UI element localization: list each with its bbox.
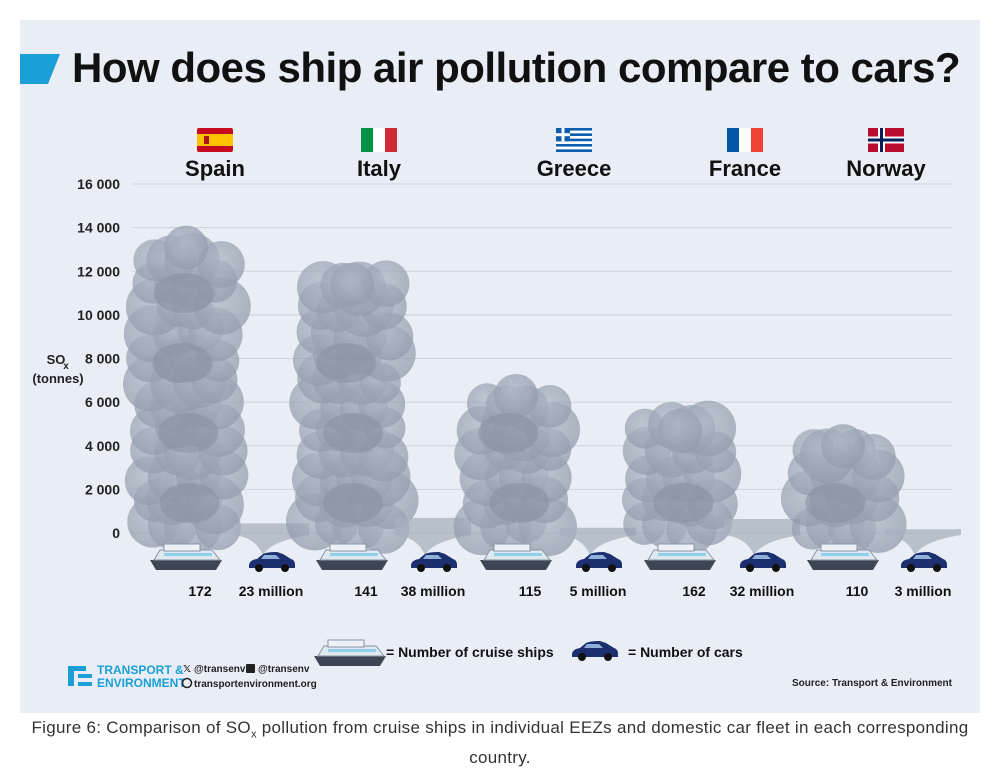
y-tick-label: 16 000	[77, 176, 120, 192]
te-logo-icon	[68, 666, 92, 686]
car-smoke-bar	[724, 519, 800, 555]
car-smoke-bar	[560, 527, 636, 555]
cruise-ship-icon	[807, 543, 879, 570]
car-icon	[740, 552, 786, 572]
y-tick-label: 10 000	[77, 307, 120, 323]
cruise-ship-icon	[316, 543, 388, 570]
car-count-label: 32 million	[730, 583, 795, 599]
france-flag	[727, 128, 763, 152]
y-tick-label: 2 000	[85, 481, 120, 497]
car-count-label: 38 million	[401, 583, 466, 599]
twitter-handle: @transenv	[194, 664, 246, 675]
car-smoke-bar	[395, 517, 471, 555]
ship-count-label: 115	[519, 583, 542, 599]
country-name: Italy	[357, 156, 402, 181]
legend-ship-icon	[314, 639, 386, 666]
legend-cars-label: = Number of cars	[628, 644, 743, 660]
car-icon	[411, 552, 457, 572]
car-icon	[576, 552, 622, 572]
legend-car-icon	[572, 641, 618, 661]
cruise-ship-icon	[480, 543, 552, 570]
country-name: Norway	[846, 156, 926, 181]
car-count-label: 23 million	[239, 583, 304, 599]
car-count-label: 3 million	[895, 583, 952, 599]
ship-count-label: 162	[682, 583, 706, 599]
y-tick-label: 0	[112, 525, 120, 541]
ship-smoke-bar	[123, 225, 251, 555]
facebook-icon	[246, 664, 255, 673]
norway-flag	[868, 128, 904, 152]
facebook-handle: @transenv	[258, 664, 310, 675]
y-tick-label: 6 000	[85, 394, 120, 410]
car-count-label: 5 million	[570, 583, 627, 599]
country-name: Greece	[537, 156, 612, 181]
ship-count-label: 110	[846, 583, 869, 599]
ship-smoke-bar	[621, 400, 742, 554]
globe-icon	[181, 677, 193, 689]
ship-smoke-bar	[780, 424, 907, 553]
chart-title: How does ship air pollution compare to c…	[72, 44, 961, 91]
y-axis-label: SO	[47, 352, 66, 367]
y-tick-label: 4 000	[85, 438, 120, 454]
caption-text-end: pollution from cruise ships in individua…	[256, 718, 969, 768]
ship-smoke-bar	[285, 260, 419, 554]
car-icon	[249, 552, 295, 572]
y-tick-label: 14 000	[77, 220, 120, 236]
italy-flag	[361, 128, 397, 152]
cruise-ship-icon	[644, 543, 716, 570]
caption-text-start: Figure 6: Comparison of SO	[31, 718, 251, 737]
logo-text-line2: ENVIRONMENT	[97, 676, 186, 690]
greece-flag	[556, 128, 592, 152]
y-axis-unit: (tonnes)	[32, 371, 83, 386]
y-tick-label: 12 000	[77, 263, 120, 279]
y-axis-label-subscript: x	[63, 361, 69, 372]
title-accent-icon	[20, 54, 60, 84]
country-name: France	[709, 156, 781, 181]
legend-ships-label: = Number of cruise ships	[386, 644, 554, 660]
y-tick-label: 8 000	[85, 351, 120, 367]
website-url: transportenvironment.org	[194, 679, 317, 690]
car-smoke-bar	[885, 529, 961, 555]
ship-count-label: 141	[354, 583, 378, 599]
country-name: Spain	[185, 156, 245, 181]
spain-flag	[197, 128, 233, 152]
source-note: Source: Transport & Environment	[792, 678, 953, 689]
ship-count-label: 172	[188, 583, 212, 599]
car-icon	[901, 552, 947, 572]
twitter-icon: 𝕏	[183, 664, 191, 675]
cruise-ship-icon	[150, 543, 222, 570]
ship-smoke-bar	[453, 373, 580, 557]
logo-text-line1: TRANSPORT &	[97, 663, 184, 677]
caption-subscript: x	[250, 728, 257, 741]
figure-caption: Figure 6: Comparison of SOx pollution fr…	[20, 716, 980, 770]
